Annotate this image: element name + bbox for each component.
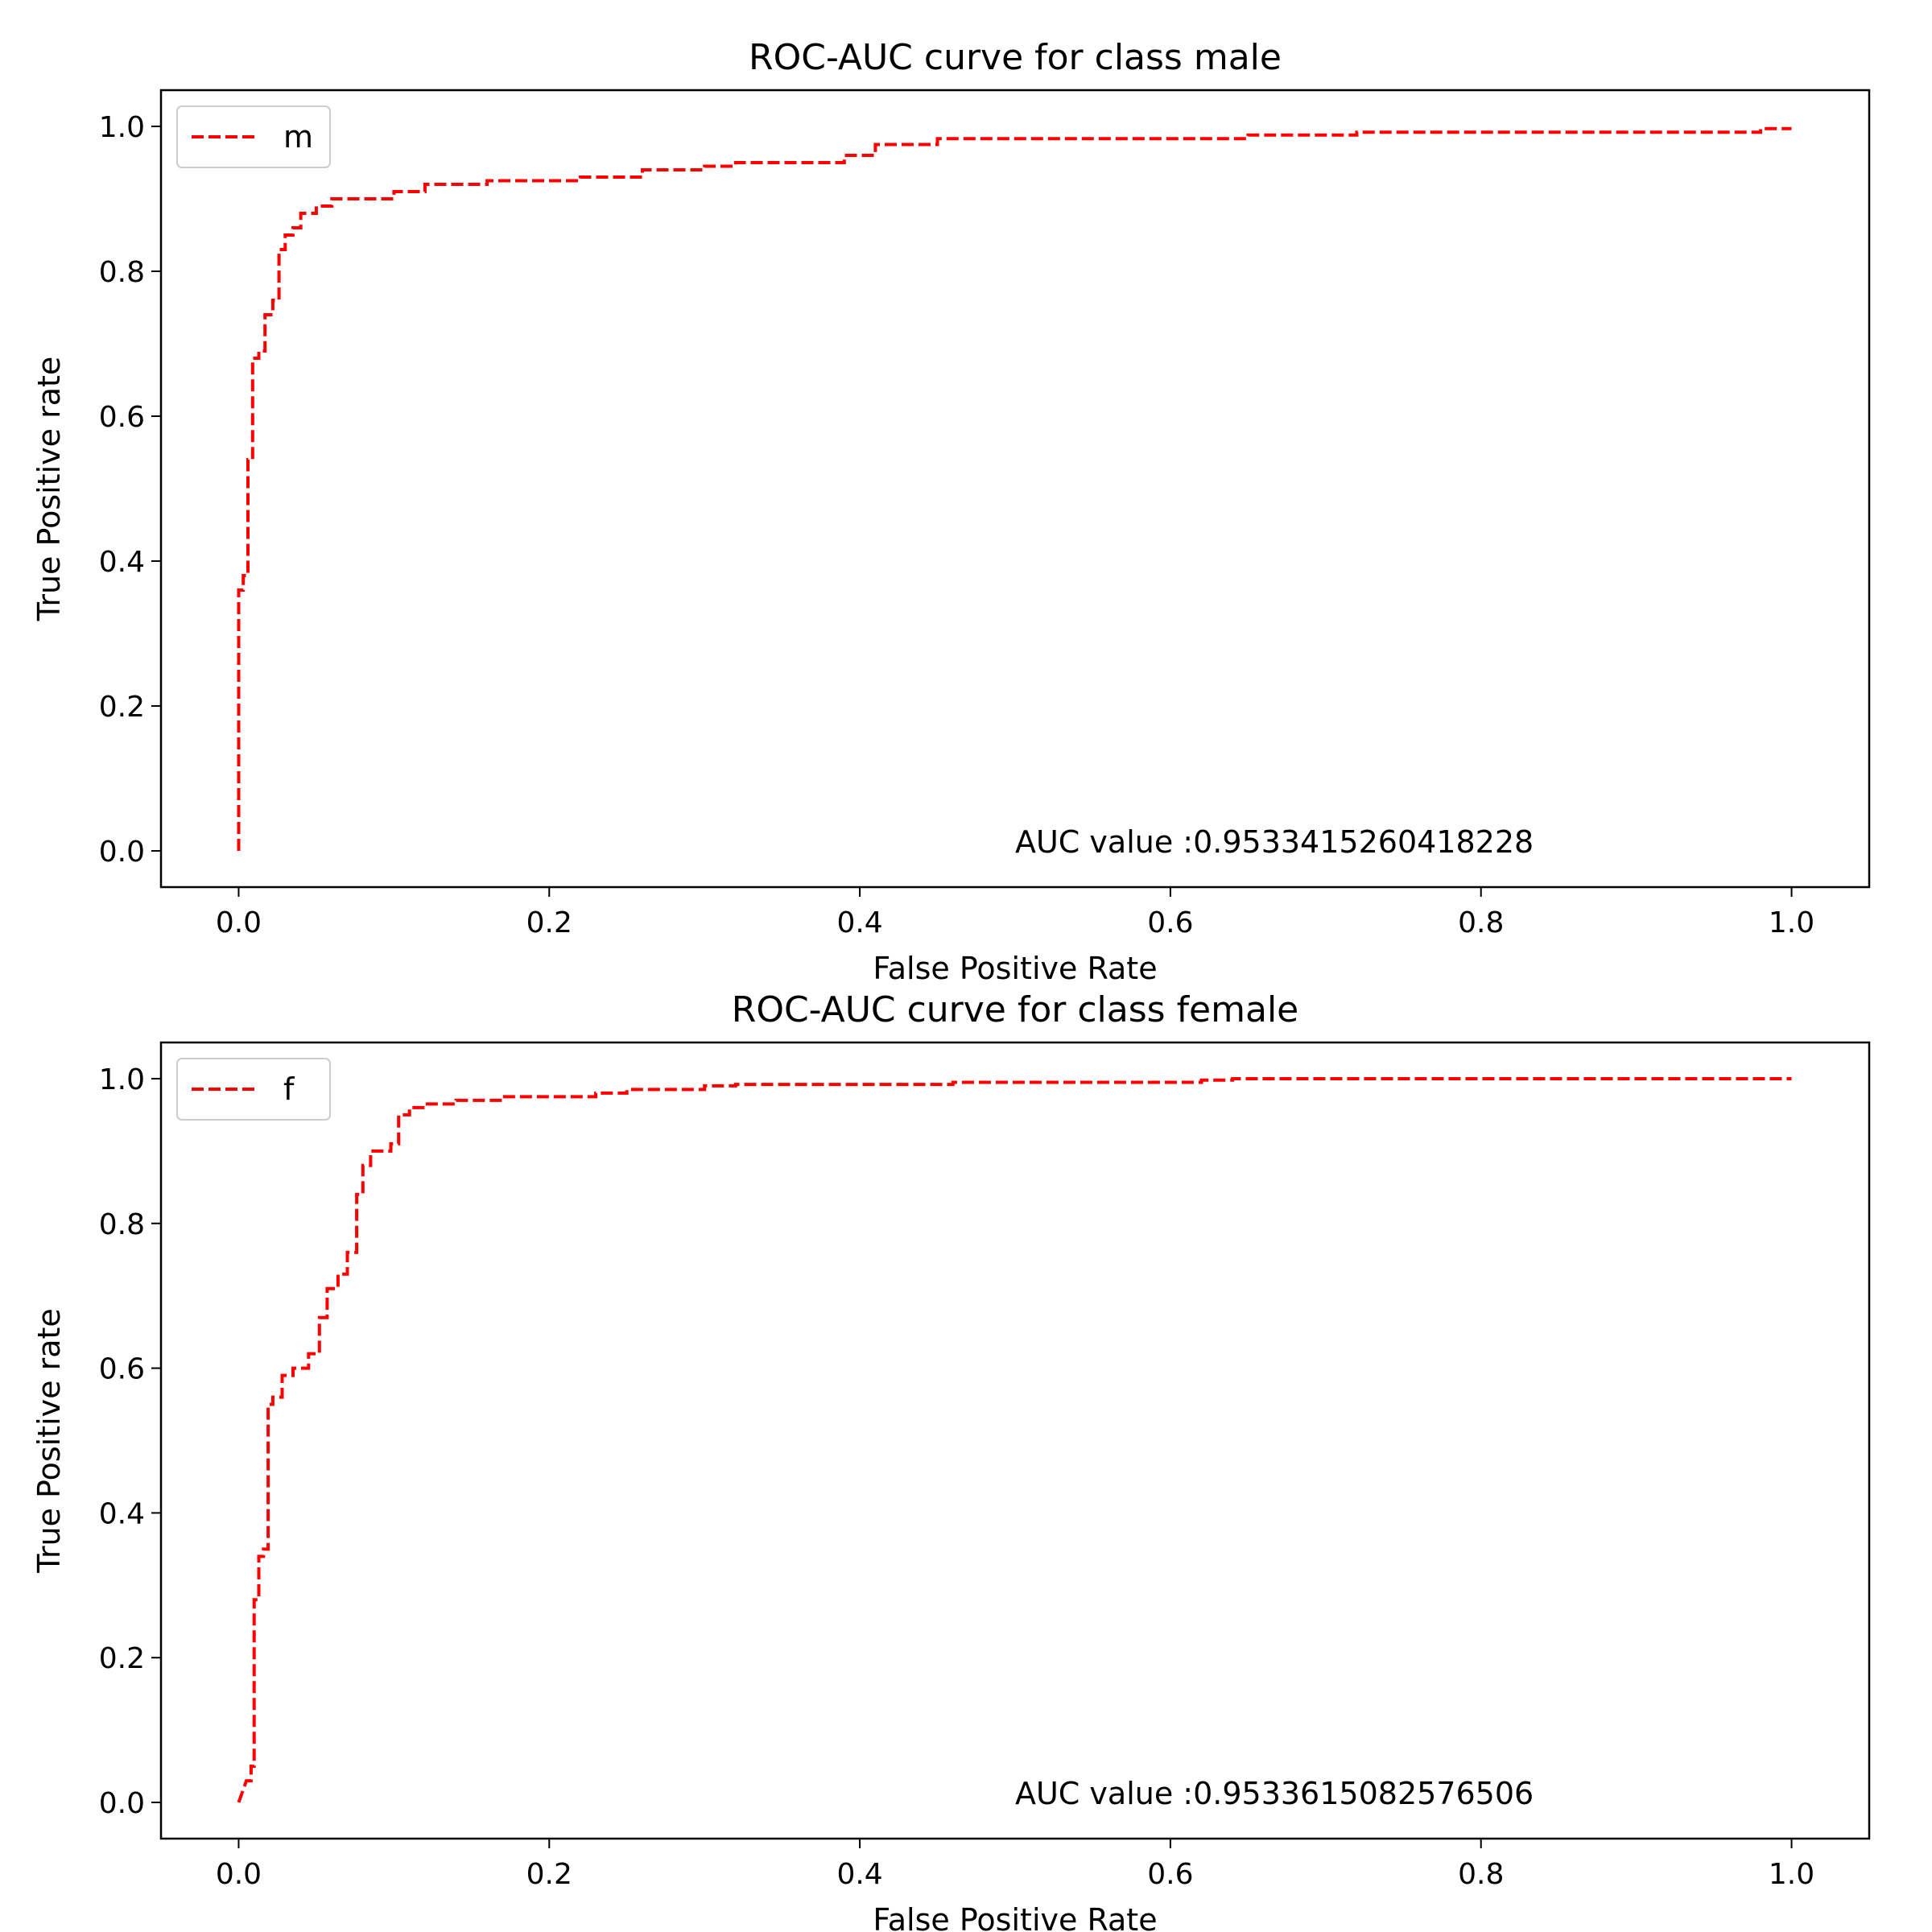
- x-tick-label: 0.6: [1147, 1858, 1193, 1891]
- x-tick-label: 1.0: [1769, 1858, 1814, 1891]
- axes-frame: [159, 1041, 1871, 1840]
- auc-annotation: AUC value :0.9533415260418228: [1015, 824, 1534, 860]
- y-tick-label: 0.0: [99, 836, 145, 869]
- y-tick-label: 0.8: [99, 1208, 145, 1241]
- y-tick-label: 0.4: [99, 1497, 145, 1530]
- y-axis-label: True Positive rate: [31, 1308, 67, 1574]
- legend-label: f: [283, 1071, 295, 1107]
- series-line-0: [237, 126, 1792, 851]
- chart-panel-1: ROC-AUC curve for class female 0.0 0.2 0.4 0…: [31, 989, 1871, 1932]
- y-tick-label: 0.2: [99, 691, 145, 724]
- axes-frame: [159, 89, 1871, 889]
- chart-title: ROC-AUC curve for class female: [732, 989, 1299, 1030]
- x-tick-label: 0.0: [216, 1858, 262, 1891]
- x-axis-label: False Positive Rate: [873, 951, 1157, 986]
- y-tick-label: 0.6: [99, 1353, 145, 1386]
- x-tick-label: 0.4: [836, 1858, 882, 1891]
- x-tick-label: 0.8: [1458, 906, 1504, 939]
- x-tick-label: 0.2: [526, 906, 572, 939]
- x-tick-label: 0.8: [1458, 1858, 1504, 1891]
- y-tick-label: 0.8: [99, 256, 145, 289]
- series-line-0: [237, 1077, 1792, 1803]
- legend-label: m: [283, 119, 313, 155]
- y-tick-label: 0.4: [99, 546, 145, 579]
- y-tick-label: 0.0: [99, 1787, 145, 1820]
- auc-annotation: AUC value :0.9533615082576506: [1015, 1776, 1534, 1811]
- y-tick-label: 1.0: [99, 1063, 145, 1096]
- x-tick-label: 0.0: [216, 906, 262, 939]
- x-tick-label: 0.4: [836, 906, 882, 939]
- y-tick-label: 0.6: [99, 401, 145, 434]
- y-tick-label: 0.2: [99, 1642, 145, 1675]
- chart-title: ROC-AUC curve for class male: [749, 37, 1282, 78]
- x-tick-label: 1.0: [1769, 906, 1814, 939]
- y-tick-label: 1.0: [99, 111, 145, 144]
- x-tick-label: 0.6: [1147, 906, 1193, 939]
- x-axis-label: False Positive Rate: [873, 1902, 1157, 1932]
- chart-panel-0: ROC-AUC curve for class male 0.0 0.2 0.4 0.6…: [31, 37, 1871, 986]
- y-axis-label: True Positive rate: [31, 357, 67, 622]
- x-tick-label: 0.2: [526, 1858, 572, 1891]
